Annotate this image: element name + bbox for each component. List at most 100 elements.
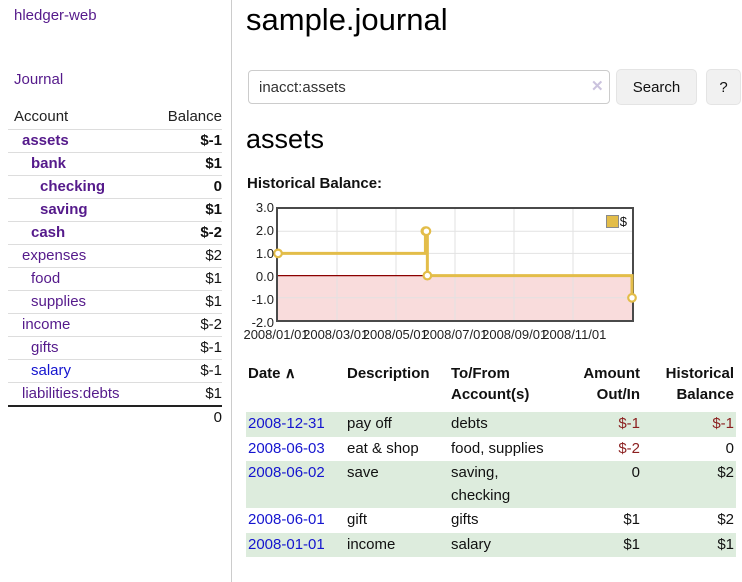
register-table: Date ∧ Description To/From Account(s) Am…: [246, 361, 736, 557]
sidebar-account-link-salary[interactable]: salary: [31, 361, 72, 379]
sidebar-account-row: assets $-1: [8, 129, 222, 153]
transaction-amount: 0: [631, 464, 640, 481]
account-balance: $-1: [146, 336, 222, 360]
x-axis-tick: 2008/05/01: [362, 327, 428, 342]
help-button[interactable]: ?: [706, 69, 741, 105]
register-row: 2008-06-03 eat & shop food, supplies $-2 0: [246, 437, 736, 462]
account-balance: $1: [146, 382, 222, 406]
transaction-date-link[interactable]: 2008-06-03: [248, 439, 325, 457]
account-balance: $1: [146, 267, 222, 291]
transaction-balance: $1: [717, 535, 734, 553]
transaction-amount: $-1: [618, 415, 640, 432]
historical-balance-chart: $ 3.0 2.0 1.0 0.0 -1.0 -2.0 2008/01/01 2008/03…: [243, 200, 742, 346]
account-balance: $-1: [146, 359, 222, 383]
sidebar-account-row: checking 0: [8, 175, 222, 199]
transaction-date-link[interactable]: 2008-01-01: [248, 535, 325, 553]
chart-series: [273, 209, 637, 320]
x-axis-tick: 2008/07/01: [422, 327, 488, 342]
y-axis-tick: 1.0: [255, 246, 274, 261]
sidebar-account-row: expenses $2: [8, 244, 222, 268]
register-header-date[interactable]: Date ∧: [248, 365, 296, 382]
register-body: 2008-12-31 pay off debts $-1 $-1 2008-06-03 ea…: [246, 412, 736, 557]
account-balance: $-1: [146, 129, 222, 153]
sidebar-account-link-income[interactable]: income: [22, 315, 71, 333]
x-axis-tick: 2008/01/01: [243, 327, 309, 342]
transaction-accounts: food, supplies: [451, 439, 544, 457]
register-header-row: Date ∧ Description To/From Account(s) Am…: [246, 361, 736, 412]
sidebar-account-row: cash $-2: [8, 221, 222, 245]
x-axis-tick: 2008/09/01: [482, 327, 548, 342]
y-axis-tick: 2.0: [255, 223, 274, 238]
chart-title: Historical Balance:: [247, 175, 383, 192]
sidebar: hledger-web Journal Account Balance asse…: [0, 0, 232, 582]
register-row: 2008-01-01 income salary $1 $1: [246, 532, 736, 557]
transaction-date-link[interactable]: 2008-06-01: [248, 511, 325, 528]
sort-ascending-icon: ∧: [284, 365, 296, 382]
transaction-amount: $-2: [618, 439, 640, 457]
transaction-description: eat & shop: [347, 439, 419, 457]
sidebar-account-link-saving[interactable]: saving: [40, 200, 88, 218]
transaction-balance: $2: [717, 464, 734, 481]
accounts-total-row: 0: [8, 404, 222, 429]
sidebar-account-link-supplies[interactable]: supplies: [31, 292, 87, 310]
account-balance: $1: [146, 290, 222, 314]
sidebar-account-link-gifts[interactable]: gifts: [31, 338, 59, 356]
transaction-date-link[interactable]: 2008-06-02: [248, 464, 325, 481]
transaction-accounts: salary: [451, 535, 492, 553]
transaction-balance: $-1: [712, 415, 734, 432]
search-button[interactable]: Search: [616, 69, 697, 105]
x-axis-tick: 2008/11/01: [542, 327, 607, 342]
x-axis-tick: 2008/03/01: [303, 327, 369, 342]
register-header-balance: Historical Balance: [665, 365, 734, 403]
transaction-amount: $1: [623, 511, 640, 528]
accounts-header-balance: Balance: [146, 105, 222, 130]
clear-search-icon[interactable]: ✕: [591, 78, 604, 95]
sidebar-account-link-bank[interactable]: bank: [31, 154, 67, 172]
accounts-table-header: Account Balance: [8, 105, 222, 130]
transaction-amount: $1: [623, 535, 640, 553]
legend-label: $: [619, 214, 627, 229]
search-input[interactable]: [248, 70, 610, 104]
sidebar-account-link-cash[interactable]: cash: [31, 223, 66, 241]
transaction-balance: 0: [725, 439, 734, 457]
chart-legend: $: [605, 214, 627, 229]
sidebar-account-row: income $-2: [8, 313, 222, 337]
register-row: 2008-06-02 save saving, checking 0 $2: [246, 461, 736, 508]
sidebar-account-row: bank $1: [8, 152, 222, 176]
accounts-header-account: Account: [8, 105, 147, 130]
sidebar-account-link-food[interactable]: food: [31, 269, 61, 287]
sidebar-item-journal[interactable]: Journal: [14, 71, 64, 88]
sidebar-account-row: salary $-1: [8, 359, 222, 383]
account-balance: $1: [146, 152, 222, 176]
legend-swatch-icon: [605, 215, 619, 228]
sidebar-account-row: liabilities:debts $1: [8, 382, 222, 406]
account-balance: $2: [146, 244, 222, 268]
sidebar-account-row: gifts $-1: [8, 336, 222, 360]
sidebar-account-link-assets[interactable]: assets: [22, 131, 69, 149]
transaction-description: pay off: [347, 415, 392, 432]
account-balance: 0: [146, 175, 222, 199]
transaction-description: income: [347, 535, 396, 553]
transaction-date-link[interactable]: 2008-12-31: [248, 415, 325, 432]
transaction-description: gift: [347, 511, 368, 528]
sidebar-account-link-checking[interactable]: checking: [40, 177, 106, 195]
account-balance: $-2: [146, 313, 222, 337]
transaction-accounts: debts: [451, 415, 488, 432]
page-title: sample.journal: [246, 2, 448, 37]
account-balance: $-2: [146, 221, 222, 245]
y-axis-tick: -1.0: [251, 292, 274, 307]
account-balance: $1: [146, 198, 222, 222]
y-axis-tick: 0.0: [255, 269, 274, 284]
register-header-amount: Amount Out/In: [583, 365, 640, 403]
sidebar-account-link-liabilities-debts[interactable]: liabilities:debts: [22, 384, 120, 402]
sidebar-account-row: supplies $1: [8, 290, 222, 314]
register-header-description: Description: [347, 365, 430, 382]
transaction-accounts: saving, checking: [451, 464, 511, 504]
register-row: 2008-12-31 pay off debts $-1 $-1: [246, 412, 736, 437]
y-axis-tick: 3.0: [255, 200, 274, 215]
transaction-description: save: [347, 464, 379, 481]
sidebar-account-link-expenses[interactable]: expenses: [22, 246, 87, 264]
register-row: 2008-06-01 gift gifts $1 $2: [246, 508, 736, 533]
brand-link[interactable]: hledger-web: [14, 7, 97, 24]
